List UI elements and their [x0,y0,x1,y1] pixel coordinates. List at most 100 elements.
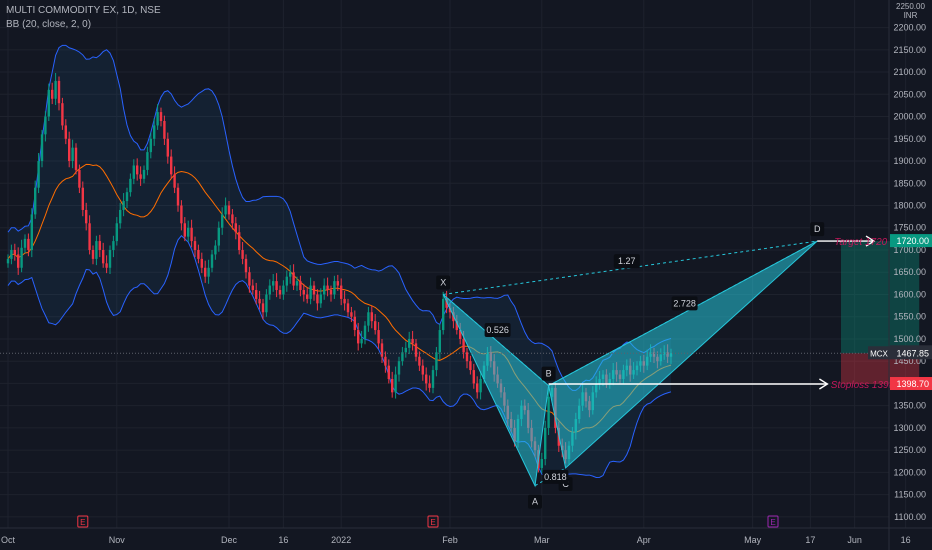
candle-body [282,285,285,295]
candle-body [34,187,37,215]
candle-body [207,267,210,277]
candle-body [23,238,27,248]
price-tick-label: 1700.00 [893,245,926,255]
price-axis[interactable]: 2200.00 2150.00 2100.00 2050.00 2000.00 1950.… [868,0,932,550]
point-label: X [440,277,446,287]
candle-body [316,294,319,304]
candle-body [319,294,322,304]
ratio-label: 2.728 [673,298,696,308]
upper-band-line [7,44,672,391]
long-position-tool[interactable]: Target 1720 Stoploss 1398.70 [0,235,920,391]
candle-body [425,374,428,384]
time-tick-label: Jun [847,535,862,545]
earnings-marker-box [767,515,779,528]
price-tick-label: 2100.00 [893,67,926,77]
candle-body [40,134,44,162]
price-tick-label: 2050.00 [893,89,926,99]
candle-body [360,338,363,344]
ratio-label-box [542,469,569,484]
candle-body [163,120,166,139]
candle-body [289,272,292,277]
candle-body [105,263,108,268]
symbol-title[interactable]: MULTI COMMODITY EX, 1D, NSE [6,5,161,16]
candle-body [312,285,316,295]
candle-body [119,209,122,224]
candle-body [255,290,258,299]
time-axis[interactable]: OctNovDec162022FebMarAprMay17Jun16Jul [0,527,932,545]
candle-body [428,383,431,388]
price-tick-label: 1350.00 [893,401,926,411]
price-tick-label: 1450.00 [893,356,926,366]
candle-body [448,307,452,313]
symbol-tag-label: MCX [870,349,888,358]
stoploss-arrow-head [819,378,829,390]
currency-top-price: 2250.00 [896,2,925,11]
price-tick-label: 1500.00 [893,334,926,344]
time-tick-label: Apr [637,535,651,545]
price-tag-label: 1398.70 [896,379,929,389]
candle-body [268,285,271,295]
point-label-box [810,222,825,237]
candle-body [469,361,472,371]
price-tick-label: 1750.00 [893,223,926,233]
candle-body [367,312,370,326]
ratio-label: 0.526 [486,325,509,335]
candle-body [340,285,343,299]
candle-body [238,232,241,250]
candle-body [183,223,186,237]
price-tick-label: 2000.00 [893,112,926,122]
candle-body [115,223,118,242]
candle-body [108,249,112,268]
price-tick-label: 1100.00 [894,512,926,522]
candle-body [125,192,129,202]
ratio-line-bd [548,240,818,387]
symbol-tag-box [868,346,890,360]
candle-body [292,272,295,286]
candle-body [323,285,326,295]
ratio-label-box [484,323,511,338]
candle-body [476,383,479,393]
point-label: C [562,479,569,489]
ratio-line-xb [442,294,549,387]
point-label-box [436,275,451,290]
price-tick-label: 1900.00 [893,156,926,166]
candle-body [224,205,227,215]
candle-body [431,370,435,388]
candle-body [156,112,159,126]
candle-body [377,330,380,344]
candle-body [333,281,336,295]
candle-body [214,245,217,255]
price-tick-label: 2150.00 [893,45,926,55]
price-tick-label: 1250.00 [893,445,926,455]
price-tag-box [890,346,932,360]
candle-body [408,338,411,348]
candle-body [227,205,231,215]
time-tick-label: 2022 [331,535,351,545]
candle-body [6,258,10,264]
time-tick-label: 16 [278,535,288,545]
ratio-label-box [613,254,640,269]
candle-body [241,249,244,259]
candle-body [129,178,132,193]
candle-body [251,285,254,291]
candle-body [81,187,84,210]
candle-body [146,152,149,170]
candle-body [244,258,248,273]
point-label: A [532,497,538,507]
price-tick-label: 1550.00 [893,312,926,322]
candle-body [210,254,214,268]
candle-body [142,169,146,179]
candle-body [193,241,197,250]
earnings-marker-label: E [430,518,435,527]
candle-body [88,223,91,250]
indicator-legend[interactable]: BB (20, close, 2, 0) [6,19,92,30]
candle-body [350,312,353,317]
candle-body [20,247,23,268]
price-tag-label: 1720.00 [896,236,929,246]
candle-body [149,138,152,153]
candle-body [442,298,445,331]
candle-body [547,396,550,428]
candle-body [68,138,71,162]
